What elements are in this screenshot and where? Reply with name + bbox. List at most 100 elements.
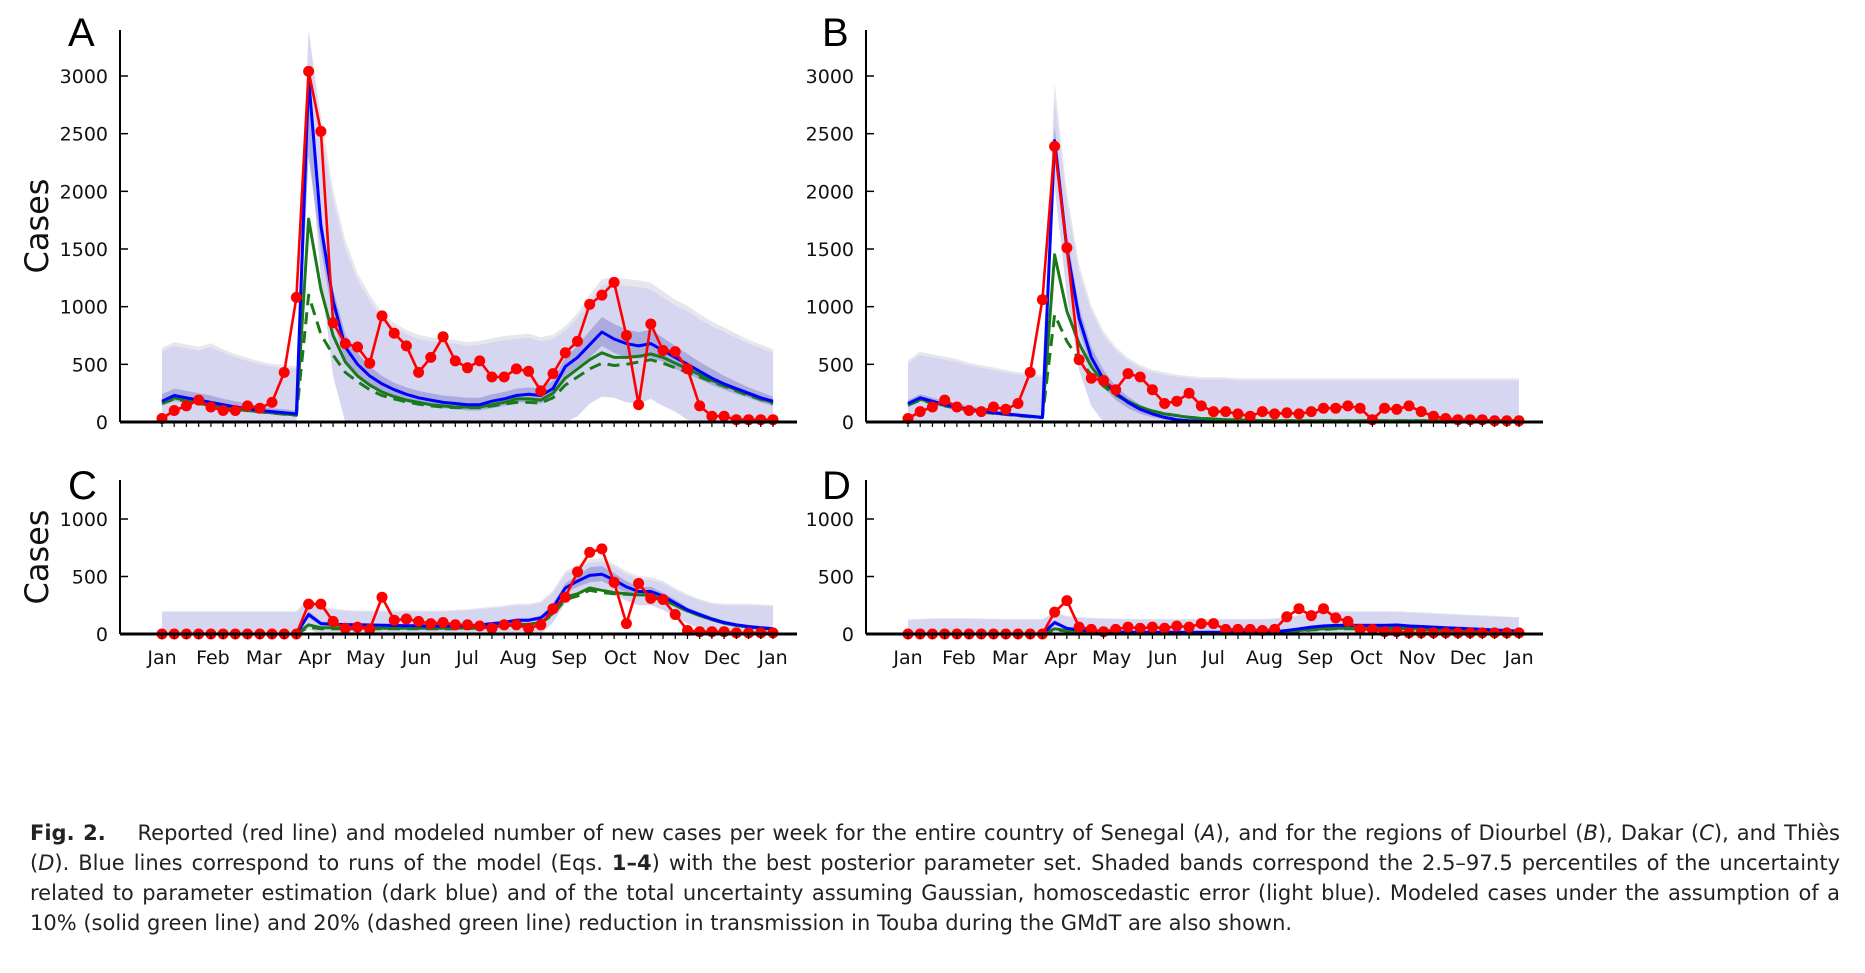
panel-d-reported-point	[1342, 615, 1354, 627]
figure-caption: Fig. 2. Reported (red line) and modeled …	[30, 818, 1840, 938]
panel-d-reported-point	[1354, 623, 1366, 635]
panel-b-y-tick-label: 1500	[806, 239, 854, 261]
panel-b-reported-point	[1354, 402, 1366, 414]
panel-a-y-tick-label: 1000	[60, 297, 108, 319]
panel-b-reported-point	[1428, 410, 1439, 422]
panel-a-reported-point	[229, 405, 241, 416]
caption-text-5: ). Blue lines correspond to runs of the …	[54, 851, 612, 875]
panel-b-reported-point	[988, 401, 999, 413]
panel-b-reported-point	[1256, 406, 1268, 418]
panel-d-x-tick-label: Mar	[992, 647, 1028, 669]
panel-b-letter: B	[822, 11, 849, 55]
panel-a-reported-point	[596, 289, 608, 301]
panel-a-y-tick-label: 1500	[60, 239, 108, 261]
panel-d-reported-point	[1061, 595, 1073, 607]
panel-c-x-tick-label: Nov	[653, 647, 690, 669]
panel-c-reported-point	[584, 546, 596, 558]
panel-c-reported-point	[437, 617, 449, 628]
panel-d-reported-point	[1122, 621, 1134, 633]
panel-c-x-tick-label: Jul	[455, 647, 479, 669]
caption-panel-d-ref: D	[38, 851, 55, 875]
panel-b-reported-point	[1220, 406, 1232, 418]
panel-b-reported-point	[1049, 140, 1061, 152]
panel-b-reported-point	[1305, 406, 1317, 418]
panel-b-reported-point	[1146, 384, 1158, 396]
panel-d-reported-point	[1244, 623, 1256, 635]
panel-c-y-axis-label: Cases	[18, 510, 56, 605]
panel-d-y-tick-label: 500	[818, 567, 854, 589]
panel-a-reported-point	[510, 363, 522, 375]
panel-c-reported-point	[486, 622, 498, 634]
panel-a-reported-point	[205, 401, 217, 413]
panel-b-total-uncertainty-band	[908, 99, 1519, 422]
panel-c-reported-point	[572, 566, 583, 578]
panel-b-reported-point	[1073, 354, 1085, 366]
panel-c-x-tick-label: Feb	[196, 647, 230, 669]
panel-d-reported-point	[1134, 622, 1146, 634]
panel-b-reported-point	[1232, 408, 1244, 420]
panel-d-reported-point	[1232, 623, 1244, 635]
panel-c-reported-point	[498, 619, 510, 631]
panel-a-reported-point	[523, 365, 535, 377]
panel-a-reported-point	[535, 385, 547, 397]
panel-a-letter: A	[68, 11, 95, 55]
panel-d-x-tick-label: Jan	[1503, 647, 1533, 669]
panel-d-x-tick-label: Aug	[1246, 647, 1283, 669]
caption-panel-a-ref: A	[1201, 821, 1216, 845]
panel-d-reported-point	[1281, 611, 1293, 623]
panel-b-reported-point	[1281, 407, 1293, 419]
panel-d-reported-point	[1183, 621, 1195, 633]
panel-c-x-tick-label: Jan	[757, 647, 787, 669]
panel-c-reported-point	[669, 609, 681, 620]
panel-a-reported-point	[669, 346, 681, 358]
panel-d-reported-point	[1159, 622, 1171, 634]
caption-text-4: ), and Thiès (	[30, 821, 1840, 875]
panel-d-x-tick-label: Sep	[1297, 647, 1333, 669]
panel-a-y-tick-label: 500	[72, 354, 108, 376]
panel-c-reported-point	[559, 591, 571, 603]
panel-d-reported-point	[1073, 621, 1085, 633]
panel-a-reported-point	[388, 327, 400, 339]
panel-d-x-tick-label: Jan	[892, 647, 922, 669]
panel-b-reported-point	[1244, 410, 1256, 422]
panel-b-y-tick-label: 3000	[806, 66, 854, 88]
panel-c-reported-point	[315, 598, 327, 610]
panel-c-reported-point	[523, 622, 535, 634]
panel-c-reported-point	[449, 619, 461, 631]
panel-c-reported-point	[535, 619, 547, 631]
caption-text-2: ), and for the regions of Diourbel (	[1215, 821, 1584, 845]
panel-c-reported-point	[327, 615, 339, 627]
panel-d-x-tick-label: Jul	[1201, 647, 1225, 669]
panel-a-reported-point	[315, 125, 327, 137]
panel-d-reported-point	[1269, 623, 1281, 635]
panel-d-x-tick-label: Nov	[1399, 647, 1436, 669]
panel-a-reported-point	[694, 400, 706, 412]
panel-d-x-tick-label: May	[1092, 647, 1131, 669]
panel-b-reported-point	[1379, 402, 1391, 414]
panel-d-reported-point	[1318, 603, 1329, 615]
panel-c-reported-point	[303, 598, 315, 610]
panel-d-reported-point	[1220, 623, 1232, 635]
panel-c-reported-point	[657, 594, 669, 605]
panel-c-reported-point	[376, 591, 388, 603]
panel-a-reported-point	[437, 331, 449, 343]
panel-c-x-tick-label: Oct	[604, 647, 637, 669]
panel-a-reported-point	[303, 65, 315, 77]
caption-text-1: Reported (red line) and modeled number o…	[137, 821, 1202, 845]
caption-label: Fig. 2.	[30, 821, 106, 845]
panel-b-reported-point	[1391, 403, 1403, 415]
panel-a-reported-point	[645, 318, 657, 330]
panel-d-reported-point	[1049, 606, 1061, 618]
panel-d-reported-point	[1085, 623, 1097, 635]
panel-d-reported-point	[1366, 623, 1378, 635]
panel-c-x-tick-label: Jan	[146, 647, 176, 669]
panel-a-reported-point	[486, 371, 498, 383]
panel-a-y-tick-label: 3000	[60, 66, 108, 88]
panel-c-reported-point	[339, 622, 351, 634]
panel-b-reported-point	[951, 401, 963, 413]
panel-d-reported-point	[1305, 610, 1317, 622]
caption-text-6: ) with the best posterior parameter set.…	[30, 851, 1841, 935]
panel-c-reported-point	[462, 619, 473, 631]
panel-d-x-tick-label: Dec	[1450, 647, 1487, 669]
panel-b-reported-point	[1330, 402, 1342, 414]
